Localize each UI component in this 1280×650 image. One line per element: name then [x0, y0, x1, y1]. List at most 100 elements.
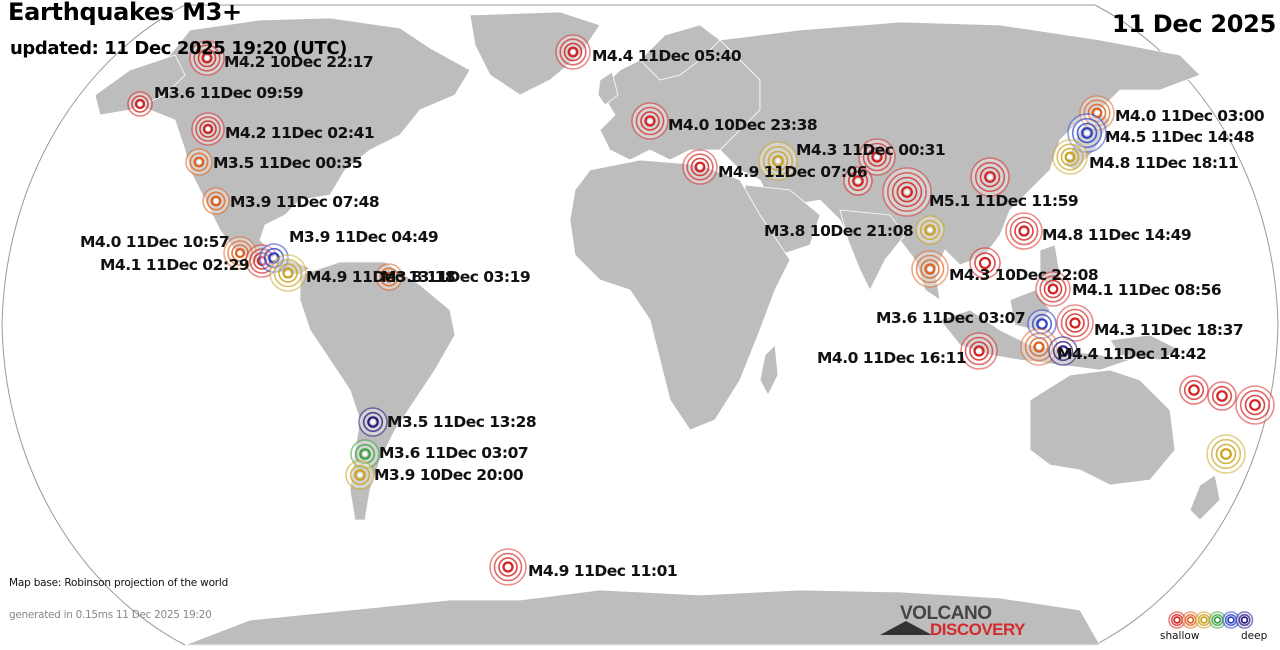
quake-label[interactable]: M3.9 11Dec 04:49 — [289, 228, 439, 246]
quake-marker[interactable] — [843, 166, 873, 196]
quake-label[interactable]: M4.8 11Dec 18:11 — [1089, 154, 1239, 172]
quake-markers — [127, 34, 1275, 586]
depth-legend-rings — [1168, 611, 1254, 629]
land-indonesia — [939, 309, 1131, 371]
quake-label[interactable]: M4.0 11Dec 16:11 — [817, 349, 967, 367]
quake-marker[interactable] — [191, 112, 225, 146]
date-heading: 11 Dec 2025 — [1111, 10, 1276, 38]
quake-label[interactable]: M3.8 10Dec 21:08 — [764, 222, 914, 240]
land-africa — [569, 159, 791, 431]
quake-marker[interactable] — [345, 460, 375, 490]
quake-marker[interactable] — [960, 332, 998, 370]
quake-label[interactable]: M3.5 11Dec 00:35 — [213, 154, 363, 172]
quake-label[interactable]: M4.0 11Dec 10:57 — [80, 233, 230, 251]
quake-marker[interactable] — [1056, 304, 1094, 342]
quake-label[interactable]: M4.3 11Dec 18:37 — [1094, 321, 1244, 339]
quake-label[interactable]: M3.5 11Dec 13:28 — [387, 413, 537, 431]
quake-label[interactable]: M4.9 11Dec 13:18 — [306, 268, 456, 286]
quake-label[interactable]: M4.9 11Dec 11:01 — [528, 562, 678, 580]
quake-marker[interactable] — [1035, 271, 1071, 307]
quake-marker[interactable] — [1206, 434, 1246, 474]
land-antarctica — [184, 589, 1101, 646]
land-australia — [1029, 369, 1176, 486]
land-india — [839, 209, 906, 291]
quake-marker[interactable] — [915, 215, 945, 245]
quake-label[interactable]: M3.6 11Dec 09:59 — [154, 84, 304, 102]
page-title: Earthquakes M3+ — [8, 0, 242, 26]
volcano-icon — [880, 621, 932, 635]
quake-marker[interactable] — [682, 149, 718, 185]
quake-label[interactable]: M4.1 11Dec 02:29 — [100, 256, 250, 274]
land-north-america — [119, 17, 471, 276]
quake-marker[interactable] — [1052, 139, 1088, 175]
logo-line1: VOLCANO — [900, 603, 992, 624]
legend-ring — [1181, 611, 1200, 629]
quake-label[interactable]: M4.1 11Dec 08:56 — [1072, 281, 1222, 299]
quake-label[interactable]: M3.9 11Dec 07:48 — [230, 193, 380, 211]
quake-marker[interactable] — [1027, 309, 1057, 339]
legend-ring — [1235, 611, 1254, 629]
logo-line2: DISCOVERY — [930, 620, 1026, 639]
volcano-discovery-logo[interactable]: VOLCANO DISCOVERY — [880, 603, 1040, 643]
quake-label[interactable]: M4.9 11Dec 07:06 — [718, 163, 868, 181]
quake-marker[interactable] — [223, 236, 257, 270]
quake-marker[interactable] — [269, 254, 307, 292]
quake-marker[interactable] — [1048, 336, 1078, 366]
legend-ring — [1168, 611, 1186, 629]
land-uk — [597, 71, 619, 106]
quake-marker[interactable] — [127, 91, 153, 117]
quake-marker[interactable] — [375, 263, 403, 291]
quake-marker[interactable] — [489, 548, 527, 586]
quake-label[interactable]: M5.1 11Dec 11:59 — [929, 192, 1079, 210]
updated-timestamp: updated: 11 Dec 2025 19:20 (UTC) — [10, 38, 347, 59]
quake-label[interactable]: M4.3 10Dec 22:08 — [949, 266, 1099, 284]
quake-label[interactable]: M4.4 11Dec 05:40 — [592, 47, 742, 65]
land-south-america — [299, 261, 456, 521]
quake-marker[interactable] — [1207, 381, 1237, 411]
quake-marker[interactable] — [1235, 385, 1275, 425]
quake-label[interactable]: M3.9 10Dec 20:00 — [374, 466, 524, 484]
quake-marker[interactable] — [555, 34, 591, 70]
map-base-note: Map base: Robinson projection of the wor… — [9, 577, 229, 589]
quake-marker[interactable] — [882, 167, 932, 217]
legend-ring — [1195, 611, 1213, 629]
quake-marker[interactable] — [631, 102, 669, 140]
quake-marker[interactable] — [358, 407, 388, 437]
legend-deep-label: deep — [1241, 630, 1268, 642]
quake-marker[interactable] — [1020, 328, 1058, 366]
quake-marker[interactable] — [202, 187, 230, 215]
quake-label[interactable]: M4.0 10Dec 23:38 — [668, 116, 818, 134]
quake-marker[interactable] — [1079, 95, 1115, 131]
quake-label[interactable]: M4.0 11Dec 03:00 — [1115, 107, 1265, 125]
land-scandinavia — [639, 24, 721, 81]
quake-marker[interactable] — [970, 157, 1010, 197]
quake-marker[interactable] — [758, 141, 798, 181]
quake-label[interactable]: M4.4 11Dec 14:42 — [1057, 345, 1207, 363]
quake-label[interactable]: M4.2 11Dec 02:41 — [225, 124, 375, 142]
legend-ring — [1208, 611, 1227, 629]
quake-label[interactable]: M4.8 11Dec 14:49 — [1042, 226, 1192, 244]
land-new-guinea — [1109, 334, 1181, 361]
land-new-zealand — [1189, 474, 1221, 521]
quake-label[interactable]: M3.8 11Dec 03:19 — [381, 268, 531, 286]
quake-label[interactable]: M4.2 10Dec 22:17 — [224, 53, 374, 71]
quake-marker[interactable] — [858, 138, 896, 176]
legend-shallow-label: shallow — [1160, 630, 1200, 642]
quake-marker[interactable] — [185, 148, 213, 176]
quake-label[interactable]: M3.6 11Dec 03:07 — [379, 444, 529, 462]
quake-label[interactable]: M4.5 11Dec 14:48 — [1105, 128, 1255, 146]
quake-marker[interactable] — [1005, 212, 1043, 250]
quake-label[interactable]: M4.3 11Dec 00:31 — [796, 141, 946, 159]
land-alaska — [94, 54, 186, 116]
quake-label[interactable]: M3.6 11Dec 03:07 — [876, 309, 1026, 327]
quake-marker[interactable] — [1179, 375, 1209, 405]
depth-legend: shallow deep — [1160, 611, 1278, 647]
generated-note: generated in 0.15ms 11 Dec 2025 19:20 — [9, 609, 212, 621]
quake-marker[interactable] — [189, 40, 225, 76]
land-madagascar — [759, 344, 779, 396]
quake-marker[interactable] — [911, 250, 949, 288]
land-greenland — [469, 11, 601, 96]
quake-marker[interactable] — [969, 247, 1001, 279]
land-masses — [94, 11, 1221, 646]
